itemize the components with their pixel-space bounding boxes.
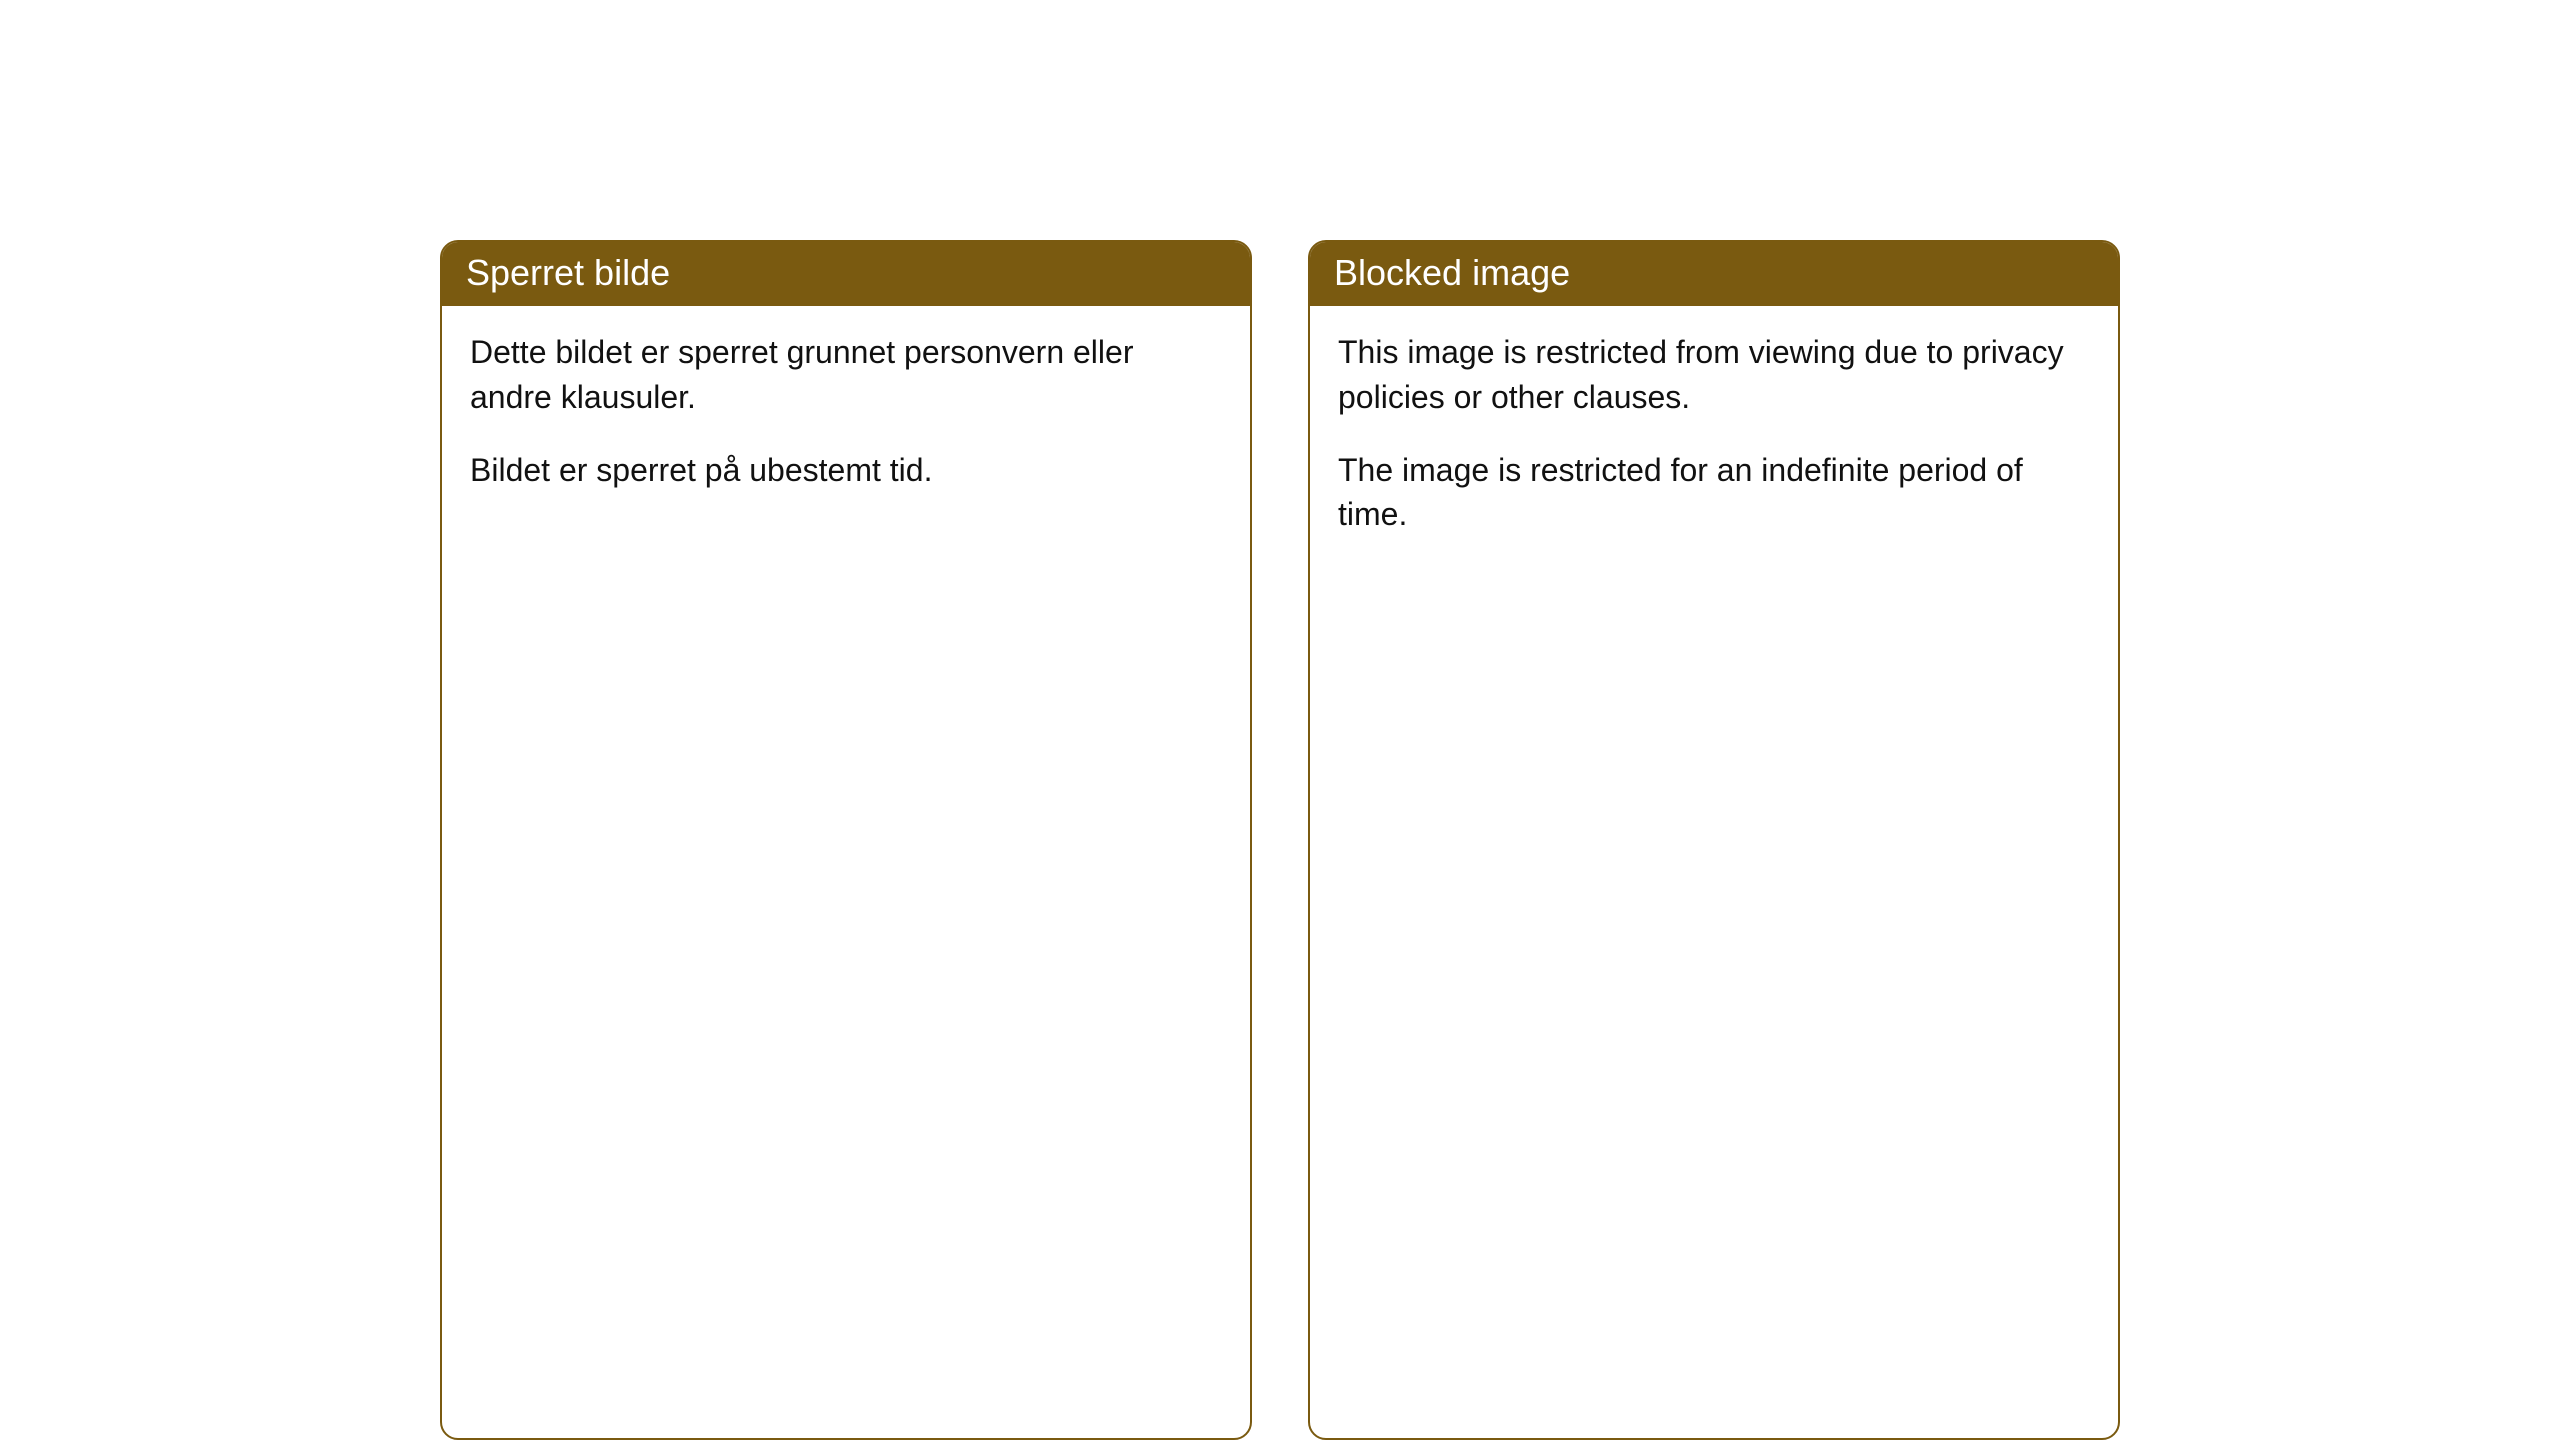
notice-card-norwegian: Sperret bilde Dette bildet er sperret gr… [440, 240, 1252, 1440]
card-paragraph: Dette bildet er sperret grunnet personve… [470, 330, 1222, 420]
card-header-title: Sperret bilde [442, 242, 1250, 306]
notice-container: Sperret bilde Dette bildet er sperret gr… [440, 240, 2120, 1440]
card-paragraph: The image is restricted for an indefinit… [1338, 448, 2090, 538]
card-paragraph: This image is restricted from viewing du… [1338, 330, 2090, 420]
card-header-title: Blocked image [1310, 242, 2118, 306]
notice-card-english: Blocked image This image is restricted f… [1308, 240, 2120, 1440]
card-body: Dette bildet er sperret grunnet personve… [442, 306, 1250, 528]
card-body: This image is restricted from viewing du… [1310, 306, 2118, 573]
card-paragraph: Bildet er sperret på ubestemt tid. [470, 448, 1222, 493]
